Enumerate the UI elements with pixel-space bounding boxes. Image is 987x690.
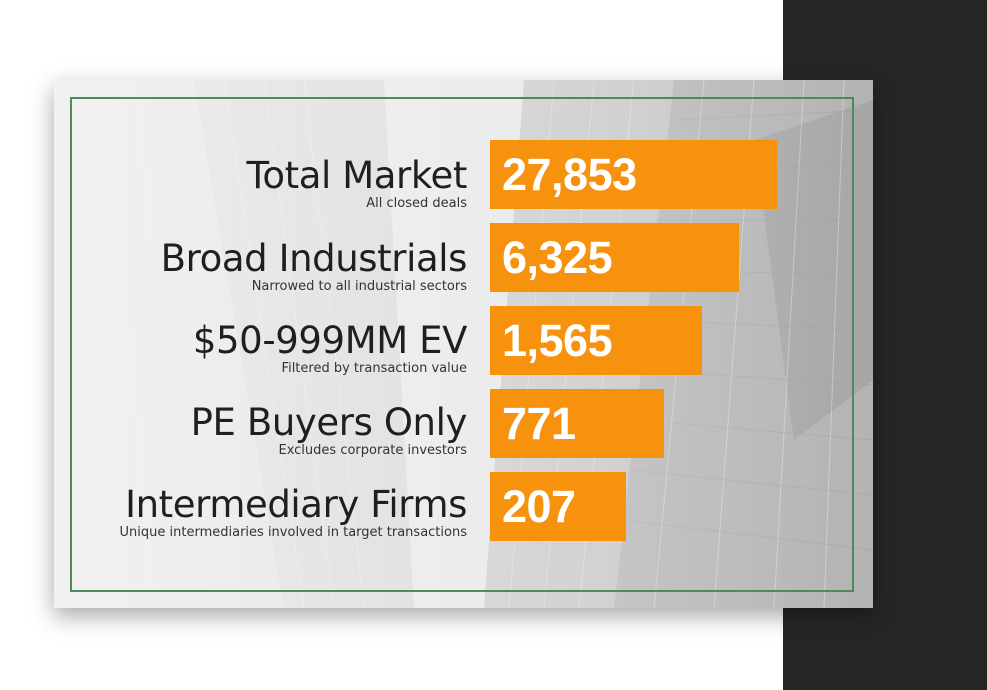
category-subtitle: Unique intermediaries involved in target… — [119, 525, 467, 540]
row-label-pe-buyers: PE Buyers Only Excludes corporate invest… — [74, 401, 468, 459]
row-label-intermediary-firms: Intermediary Firms Unique intermediaries… — [74, 483, 468, 541]
bar-intermediary-firms: 207 — [490, 472, 626, 541]
bar-total-market: 27,853 — [490, 140, 777, 209]
category-subtitle: Excludes corporate investors — [278, 443, 467, 458]
bar-value-label: 207 — [502, 480, 576, 532]
category-subtitle: All closed deals — [366, 196, 467, 211]
category-label: Total Market — [246, 154, 467, 197]
bar-ev-range: 1,565 — [490, 306, 702, 375]
funnel-card: Total Market All closed deals Broad Indu… — [54, 80, 873, 608]
category-label: Intermediary Firms — [125, 483, 467, 526]
bar-value-label: 6,325 — [502, 231, 613, 283]
category-subtitle: Narrowed to all industrial sectors — [251, 279, 467, 294]
row-label-broad-industrials: Broad Industrials Narrowed to all indust… — [74, 237, 468, 295]
bar-broad-industrials: 6,325 — [490, 223, 739, 292]
bar-value-label: 27,853 — [502, 148, 637, 200]
category-label: PE Buyers Only — [190, 401, 468, 444]
category-subtitle: Filtered by transaction value — [281, 361, 467, 376]
category-label: Broad Industrials — [160, 237, 468, 280]
bar-value-label: 771 — [502, 397, 576, 449]
green-frame — [70, 97, 854, 592]
bar-pe-buyers: 771 — [490, 389, 664, 458]
row-label-total-market: Total Market All closed deals — [74, 154, 467, 212]
row-label-ev-range: $50-999MM EV Filtered by transaction val… — [74, 319, 467, 377]
bar-value-label: 1,565 — [502, 314, 613, 366]
category-label: $50-999MM EV — [192, 319, 467, 362]
